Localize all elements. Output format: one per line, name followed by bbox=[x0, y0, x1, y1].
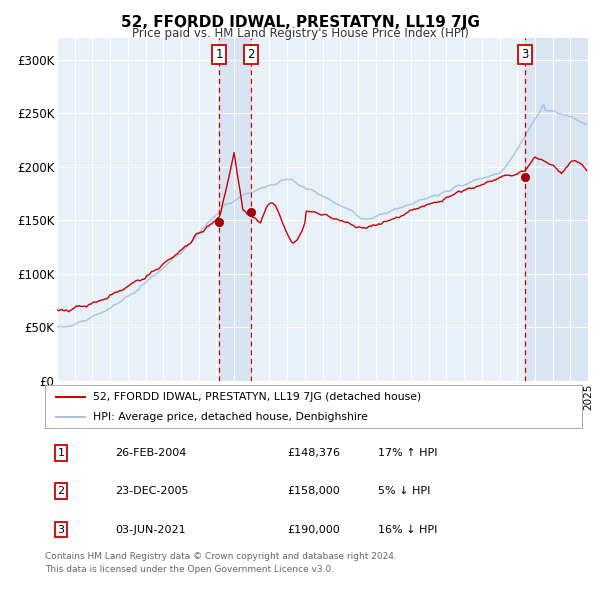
Text: 5% ↓ HPI: 5% ↓ HPI bbox=[378, 486, 430, 496]
Text: HPI: Average price, detached house, Denbighshire: HPI: Average price, detached house, Denb… bbox=[94, 412, 368, 422]
Text: 1: 1 bbox=[58, 448, 65, 458]
Text: 2: 2 bbox=[58, 486, 65, 496]
Text: 23-DEC-2005: 23-DEC-2005 bbox=[115, 486, 188, 496]
Text: 52, FFORDD IDWAL, PRESTATYN, LL19 7JG: 52, FFORDD IDWAL, PRESTATYN, LL19 7JG bbox=[121, 15, 479, 30]
Text: 3: 3 bbox=[521, 48, 529, 61]
Text: 52, FFORDD IDWAL, PRESTATYN, LL19 7JG (detached house): 52, FFORDD IDWAL, PRESTATYN, LL19 7JG (d… bbox=[94, 392, 422, 402]
Text: 2: 2 bbox=[247, 48, 255, 61]
Text: 16% ↓ HPI: 16% ↓ HPI bbox=[378, 525, 437, 535]
Text: Price paid vs. HM Land Registry's House Price Index (HPI): Price paid vs. HM Land Registry's House … bbox=[131, 27, 469, 40]
Text: £158,000: £158,000 bbox=[287, 486, 340, 496]
Text: 26-FEB-2004: 26-FEB-2004 bbox=[115, 448, 186, 458]
Text: 3: 3 bbox=[58, 525, 65, 535]
Text: 17% ↑ HPI: 17% ↑ HPI bbox=[378, 448, 437, 458]
Text: £190,000: £190,000 bbox=[287, 525, 340, 535]
Bar bbox=[219, 38, 251, 381]
Text: 1: 1 bbox=[215, 48, 223, 61]
Bar bbox=[524, 38, 588, 381]
Text: This data is licensed under the Open Government Licence v3.0.: This data is licensed under the Open Gov… bbox=[45, 565, 334, 573]
Text: 03-JUN-2021: 03-JUN-2021 bbox=[115, 525, 185, 535]
Text: £148,376: £148,376 bbox=[287, 448, 340, 458]
Text: Contains HM Land Registry data © Crown copyright and database right 2024.: Contains HM Land Registry data © Crown c… bbox=[45, 552, 397, 560]
